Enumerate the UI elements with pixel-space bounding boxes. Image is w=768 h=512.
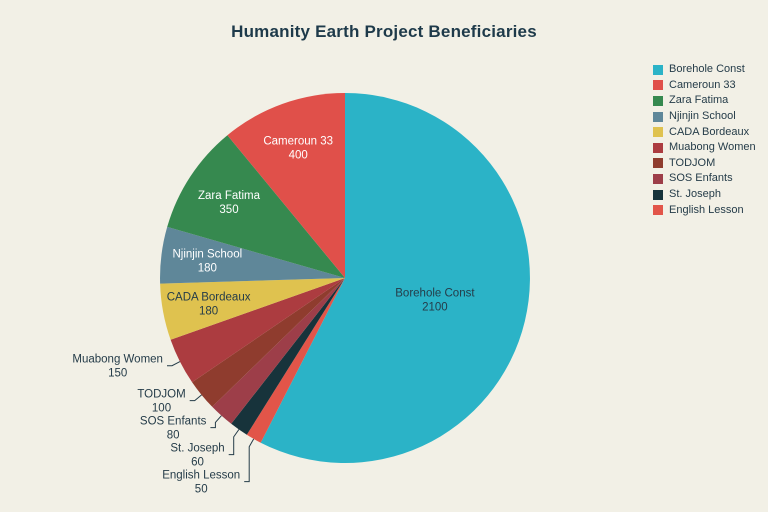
legend-item-sos-enfants[interactable]: SOS Enfants	[653, 171, 756, 187]
pie-slice-muabong-women[interactable]	[170, 278, 345, 383]
legend-label: SOS Enfants	[669, 172, 733, 185]
legend-swatch-st-joseph-icon	[653, 189, 663, 200]
pie-slice-zara-fatima[interactable]	[167, 135, 345, 278]
legend-item-njinjin-school[interactable]: Njinjin School	[653, 109, 756, 125]
slice-value: 100	[152, 403, 171, 415]
slice-label: English Lesson	[162, 470, 240, 482]
legend-label: Cameroun 33	[669, 78, 736, 91]
slice-label: St. Joseph	[170, 443, 224, 455]
slice-value: 180	[198, 263, 217, 275]
pie-slice-todjom[interactable]	[192, 278, 345, 407]
legend-swatch-cada-bordeaux-icon	[653, 127, 663, 138]
slice-label: SOS Enfants	[140, 416, 207, 428]
legend-swatch-english-lesson-icon	[653, 205, 663, 216]
slice-label: Borehole Const	[395, 288, 475, 300]
legend-label: Borehole Const	[669, 63, 745, 76]
label-leader-line	[244, 438, 255, 483]
legend-item-todjom[interactable]: TODJOM	[653, 156, 756, 172]
slice-value: 400	[289, 149, 308, 161]
label-leader-line	[167, 361, 181, 367]
legend-label: Muabong Women	[669, 141, 756, 154]
slice-label: Zara Fatima	[198, 190, 261, 202]
pie-slice-cada-bordeaux[interactable]	[160, 278, 345, 340]
legend-label: CADA Bordeaux	[669, 125, 750, 138]
slice-label: CADA Bordeaux	[167, 292, 251, 304]
legend-item-muabong-women[interactable]: Muabong Women	[653, 140, 756, 156]
slice-label: Muabong Women	[72, 354, 163, 366]
legend-label: St. Joseph	[669, 188, 721, 201]
label-leader-line	[228, 429, 240, 456]
label-leader-line	[210, 415, 222, 429]
legend-item-cameroun-33[interactable]: Cameroun 33	[653, 78, 756, 94]
pie-slice-cameroun-33[interactable]	[227, 93, 345, 278]
legend-item-st-joseph[interactable]: St. Joseph	[653, 187, 756, 203]
slice-value: 50	[195, 484, 208, 496]
legend-label: English Lesson	[669, 203, 744, 216]
slice-label: Cameroun 33	[263, 135, 333, 147]
pie-slice-st-joseph[interactable]	[231, 278, 345, 435]
slice-value: 60	[191, 457, 204, 469]
legend-item-cada-bordeaux[interactable]: CADA Bordeaux	[653, 124, 756, 140]
pie-slice-borehole-const[interactable]	[260, 93, 530, 463]
legend-item-zara-fatima[interactable]: Zara Fatima	[653, 93, 756, 109]
pie-slice-sos-enfants[interactable]	[212, 278, 345, 424]
legend-swatch-njinjin-school-icon	[653, 111, 663, 122]
slice-value: 80	[167, 430, 180, 442]
slice-label: Njinjin School	[172, 249, 242, 261]
chart-title: Humanity Earth Project Beneficiaries	[231, 22, 537, 41]
slice-value: 350	[219, 204, 238, 216]
label-leader-line	[189, 394, 202, 402]
legend-swatch-borehole-const-icon	[653, 64, 663, 75]
slice-value: 2100	[422, 302, 448, 314]
legend-swatch-muabong-women-icon	[653, 142, 663, 153]
legend-swatch-cameroun-33-icon	[653, 80, 663, 91]
pie-slice-english-lesson[interactable]	[246, 278, 345, 443]
slice-value: 180	[199, 306, 218, 318]
chart-legend: Borehole Const Cameroun 33 Zara Fatima Njin…	[653, 62, 756, 218]
legend-swatch-zara-fatima-icon	[653, 95, 663, 106]
pie-slice-njinjin-school[interactable]	[160, 226, 345, 284]
legend-swatch-sos-enfants-icon	[653, 173, 663, 184]
legend-label: Zara Fatima	[669, 94, 729, 107]
legend-label: Njinjin School	[669, 110, 736, 123]
legend-label: TODJOM	[669, 156, 716, 169]
slice-value: 150	[108, 368, 127, 380]
legend-item-english-lesson[interactable]: English Lesson	[653, 202, 756, 218]
legend-swatch-todjom-icon	[653, 158, 663, 169]
legend-item-borehole-const[interactable]: Borehole Const	[653, 62, 756, 78]
slice-label: TODJOM	[137, 389, 185, 401]
